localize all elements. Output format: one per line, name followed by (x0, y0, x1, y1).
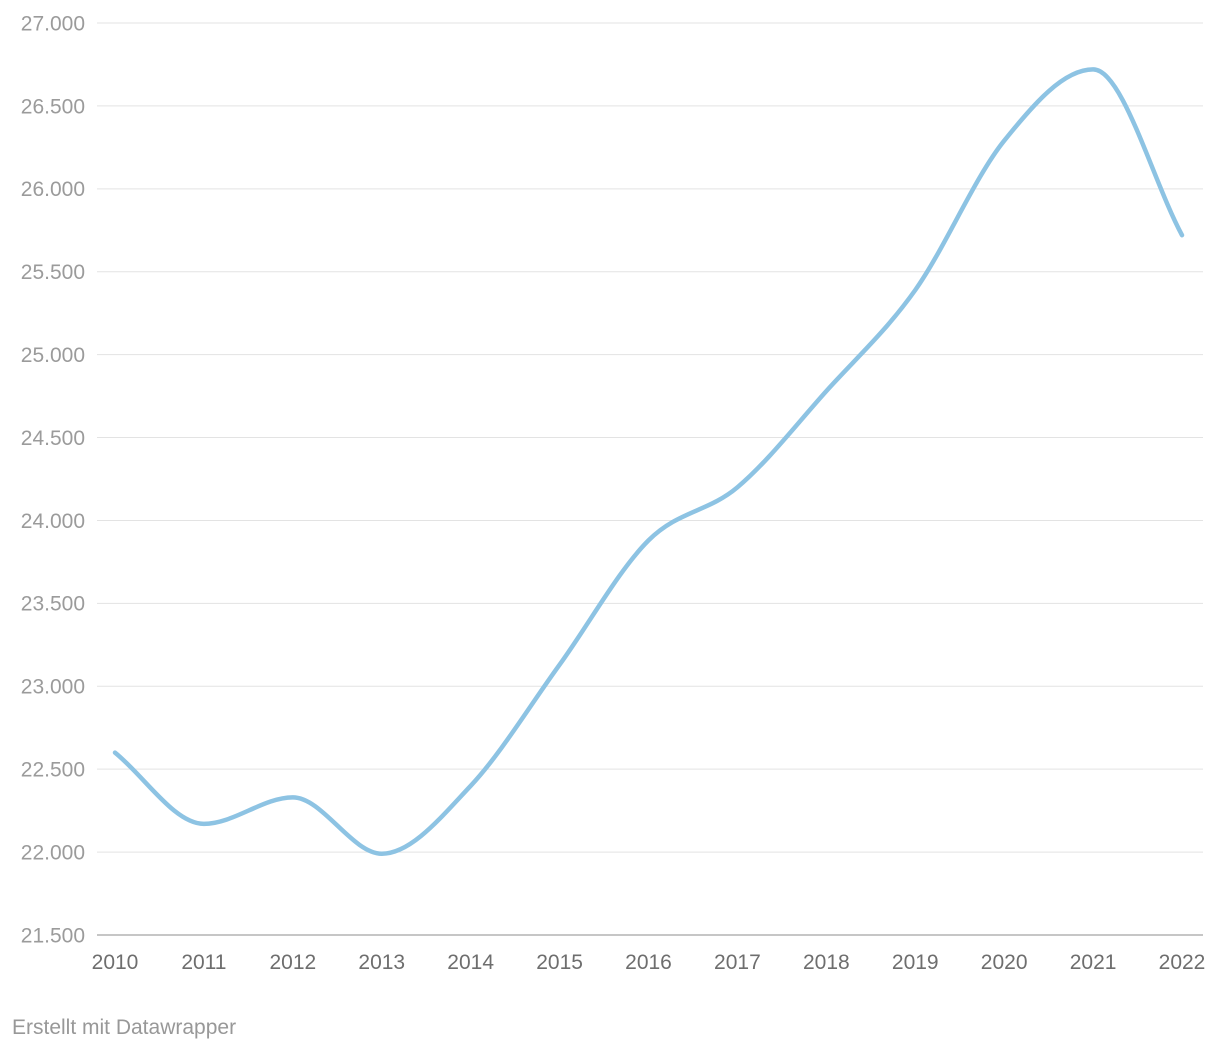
x-tick-label: 2015 (536, 951, 583, 974)
x-tick-label: 2012 (269, 951, 316, 974)
x-tick-label: 2011 (181, 951, 226, 974)
line-chart-canvas: 21.500 22.000 22.500 23.000 23.500 24.000 24.5… (21, 12, 1206, 974)
x-tick-label: 2018 (803, 951, 850, 974)
x-tick-label: 2016 (625, 951, 672, 974)
y-tick-label: 24.000 (21, 510, 85, 533)
x-tick-label: 2022 (1159, 951, 1206, 974)
x-tick-label: 2021 (1070, 951, 1117, 974)
y-tick-label: 22.000 (21, 841, 85, 864)
y-tick-label: 24.500 (21, 427, 85, 450)
x-tick-label: 2019 (892, 951, 939, 974)
x-tick-label: 2010 (92, 951, 139, 974)
x-tick-label: 2017 (714, 951, 761, 974)
datawrapper-attribution: Erstellt mit Datawrapper (12, 1016, 237, 1039)
x-tick-label: 2014 (447, 951, 494, 974)
y-tick-label: 22.500 (21, 759, 85, 782)
y-tick-label: 23.000 (21, 676, 85, 699)
y-tick-label: 25.500 (21, 261, 85, 284)
x-tick-label: 2020 (981, 951, 1028, 974)
y-tick-label: 27.000 (21, 12, 85, 35)
y-tick-label: 25.000 (21, 344, 85, 367)
x-tick-label: 2013 (358, 951, 405, 974)
data-line-series (112, 67, 1185, 856)
y-tick-label: 26.500 (21, 95, 85, 118)
y-tick-label: 21.500 (21, 924, 85, 947)
y-tick-label: 26.000 (21, 178, 85, 201)
y-tick-label: 23.500 (21, 593, 85, 616)
